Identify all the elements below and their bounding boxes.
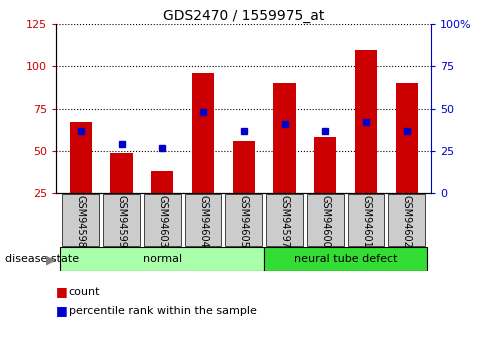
Text: ▶: ▶ bbox=[46, 253, 55, 266]
Text: GSM94598: GSM94598 bbox=[76, 195, 86, 248]
Bar bbox=[389, 194, 425, 246]
Bar bbox=[62, 194, 99, 246]
Text: count: count bbox=[69, 287, 100, 296]
Text: GSM94597: GSM94597 bbox=[279, 195, 290, 248]
Text: GSM94603: GSM94603 bbox=[157, 195, 167, 248]
Text: GSM94601: GSM94601 bbox=[361, 195, 371, 248]
Bar bbox=[192, 73, 214, 193]
Text: normal: normal bbox=[143, 254, 182, 264]
Bar bbox=[185, 194, 221, 246]
Bar bbox=[70, 122, 92, 193]
Bar bbox=[103, 194, 140, 246]
Bar bbox=[225, 194, 262, 246]
Bar bbox=[355, 49, 377, 193]
Text: percentile rank within the sample: percentile rank within the sample bbox=[69, 306, 256, 315]
Text: GSM94602: GSM94602 bbox=[402, 195, 412, 248]
Text: neural tube defect: neural tube defect bbox=[294, 254, 397, 264]
Bar bbox=[60, 247, 264, 271]
Title: GDS2470 / 1559975_at: GDS2470 / 1559975_at bbox=[163, 9, 324, 23]
Bar bbox=[314, 137, 337, 193]
Bar bbox=[144, 194, 181, 246]
Text: ■: ■ bbox=[55, 285, 67, 298]
Bar bbox=[307, 194, 343, 246]
Text: GSM94599: GSM94599 bbox=[117, 195, 126, 248]
Bar bbox=[273, 83, 296, 193]
Text: GSM94604: GSM94604 bbox=[198, 195, 208, 248]
Bar bbox=[264, 247, 427, 271]
Bar bbox=[110, 152, 133, 193]
Bar bbox=[233, 141, 255, 193]
Bar bbox=[395, 83, 418, 193]
Bar bbox=[151, 171, 173, 193]
Text: GSM94605: GSM94605 bbox=[239, 195, 249, 248]
Text: disease state: disease state bbox=[5, 255, 79, 264]
Text: ■: ■ bbox=[55, 304, 67, 317]
Bar bbox=[266, 194, 303, 246]
Text: GSM94600: GSM94600 bbox=[320, 195, 330, 248]
Bar bbox=[348, 194, 384, 246]
